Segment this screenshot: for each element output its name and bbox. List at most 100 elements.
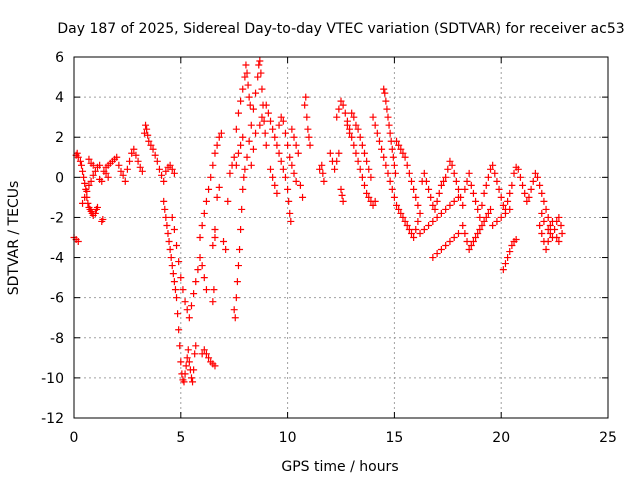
data-point: [246, 101, 254, 109]
data-point: [446, 157, 454, 165]
data-point: [450, 197, 458, 205]
data-point: [209, 242, 217, 250]
data-point: [540, 217, 548, 225]
data-point: [185, 358, 193, 366]
data-point: [527, 185, 535, 193]
data-point: [393, 137, 401, 145]
data-point: [403, 221, 411, 229]
data-point: [226, 169, 234, 177]
data-point: [429, 201, 437, 209]
data-point: [416, 209, 424, 217]
data-point: [551, 225, 559, 233]
data-point: [384, 169, 392, 177]
data-point: [254, 73, 262, 81]
data-point: [410, 234, 418, 241]
plot-frame: [73, 56, 609, 419]
data-point: [158, 171, 166, 179]
data-point: [145, 137, 153, 145]
data-point: [495, 185, 503, 193]
data-point: [504, 254, 512, 262]
data-point: [173, 242, 181, 250]
data-point: [350, 141, 358, 149]
data-point: [281, 129, 289, 137]
data-point: [508, 181, 516, 189]
data-point: [401, 153, 409, 161]
data-point: [352, 121, 360, 129]
data-point: [242, 61, 250, 69]
data-point: [85, 155, 93, 163]
data-point: [538, 229, 546, 237]
data-point: [196, 234, 204, 241]
data-point: [292, 177, 300, 185]
data-point: [390, 161, 398, 169]
data-point: [512, 236, 520, 244]
data-point: [385, 121, 393, 129]
data-point: [292, 141, 300, 149]
data-point: [316, 165, 324, 173]
data-point: [425, 185, 433, 193]
x-axis: 0 5 10 15 20 25: [70, 57, 617, 446]
data-point: [80, 173, 88, 181]
data-point: [405, 169, 413, 177]
data-point: [382, 161, 390, 169]
data-point: [234, 109, 242, 117]
data-point: [450, 169, 458, 177]
data-point: [234, 262, 242, 270]
data-point: [531, 169, 539, 177]
data-point: [544, 213, 552, 221]
data-point: [497, 193, 505, 201]
data-point: [179, 286, 187, 294]
data-point: [142, 121, 150, 129]
data-point: [356, 133, 364, 141]
x-tick-label: 10: [279, 430, 297, 446]
data-point: [386, 177, 394, 185]
data-point: [414, 201, 422, 209]
data-point: [442, 242, 450, 250]
data-point: [553, 234, 561, 241]
data-point: [165, 238, 173, 246]
data-point: [209, 161, 217, 169]
data-point: [81, 193, 89, 201]
data-point: [365, 193, 373, 201]
data-point: [538, 209, 546, 217]
data-point: [461, 229, 469, 237]
data-point: [410, 185, 418, 193]
data-point: [277, 113, 285, 121]
data-point: [341, 109, 349, 117]
data-point: [284, 141, 292, 149]
data-point: [429, 254, 437, 262]
y-tick-label: 0: [55, 170, 64, 186]
data-point: [288, 125, 296, 133]
data-point: [319, 169, 327, 177]
data-point: [333, 113, 341, 121]
data-point: [491, 169, 499, 177]
data-point: [290, 133, 298, 141]
data-point: [91, 167, 99, 175]
data-point: [256, 121, 264, 129]
data-point: [525, 193, 533, 201]
data-point: [180, 378, 188, 386]
data-point: [171, 286, 179, 294]
data-point: [163, 221, 171, 229]
data-point: [269, 125, 277, 133]
data-point: [371, 197, 379, 205]
data-point: [126, 157, 134, 165]
data-point: [420, 225, 428, 233]
data-point: [249, 105, 257, 113]
data-point: [296, 181, 304, 189]
data-point: [339, 101, 347, 109]
data-point: [391, 169, 399, 177]
data-point: [484, 173, 492, 181]
data-point: [337, 185, 345, 193]
y-tick-label: 2: [55, 130, 64, 146]
data-point: [196, 254, 204, 262]
data-point: [380, 85, 388, 93]
data-point: [358, 173, 366, 181]
data-point: [318, 161, 326, 169]
data-point: [422, 177, 430, 185]
data-point: [210, 286, 218, 294]
data-point: [306, 141, 314, 149]
data-point: [273, 141, 281, 149]
data-point: [202, 197, 210, 205]
data-point: [534, 173, 542, 181]
